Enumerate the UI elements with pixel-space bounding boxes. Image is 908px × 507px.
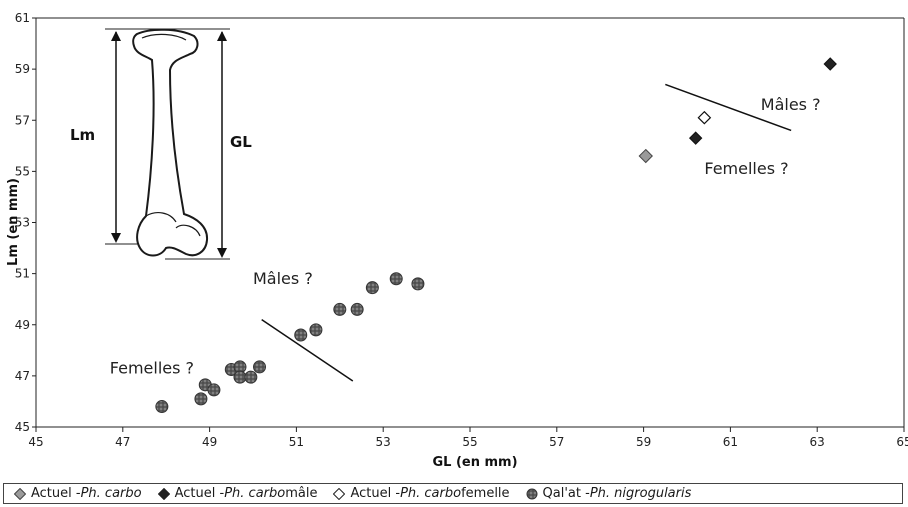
data-point-carbo-male [688,131,703,145]
data-point-carbo-male [823,57,837,71]
x-tick-label: 65 [896,435,908,449]
x-tick-label: 55 [462,435,477,449]
y-tick-label: 45 [15,420,30,434]
separator-line [665,83,792,132]
x-tick-label: 53 [376,435,391,449]
annotation-label: Mâles ? [761,95,821,114]
data-point-nigrogularis [253,360,267,374]
y-tick-label: 49 [15,318,30,332]
legend-label-prefix: Actuel - [174,486,225,501]
femur-illustration: Lm GL [70,28,252,260]
scatter-chart: 45 47 49 51 53 55 57 59 61 63 65 45 47 49 51 53 55 57 59 6… [6,11,908,470]
x-tick-label: 57 [549,435,564,449]
y-tick-label: 59 [15,62,30,76]
inset-label-gl: GL [230,133,252,151]
data-point-nigrogularis [244,370,258,384]
x-ticks: 45 47 49 51 53 55 57 59 61 63 65 [28,427,908,449]
annotation-label: Femelles ? [110,358,194,377]
data-point-nigrogularis [350,302,364,316]
separator-lines [261,83,792,382]
y-axis-label: Lm (en mm) [6,178,21,266]
x-tick-label: 49 [202,435,217,449]
diamond-white-icon [333,487,346,500]
data-point-nigrogularis [309,323,323,337]
x-tick-label: 47 [115,435,130,449]
data-point-carbo-female [697,110,712,125]
legend-label-prefix: Qal'at - [542,486,590,501]
legend-label-species: Ph. nigrogularis [589,486,692,501]
legend-item-nigrogularis: Qal'at - Ph. nigrogularis [526,486,692,501]
data-point-nigrogularis [207,383,221,397]
x-axis-label: GL (en mm) [432,455,517,470]
data-point-nigrogularis [389,272,403,286]
legend-label-species: Ph. carbo [80,486,142,501]
data-point-carbo [638,148,653,164]
x-tick-label: 61 [723,435,738,449]
y-tick-label: 47 [15,369,30,383]
data-point-nigrogularis [233,370,247,384]
data-point-nigrogularis [155,400,169,414]
legend-label-suffix: femelle [461,486,510,501]
y-tick-label: 57 [15,113,30,127]
y-tick-label: 61 [15,11,30,25]
data-point-nigrogularis [333,302,347,316]
y-tick-label: 51 [15,267,30,281]
y-tick-label: 55 [15,164,30,178]
x-tick-label: 51 [289,435,304,449]
annotation-label: Mâles ? [253,269,313,288]
x-tick-label: 59 [636,435,651,449]
legend-item-carbo: Actuel - Ph. carbo [14,486,142,501]
legend-item-carbo-female: Actuel - Ph. carbo femelle [333,486,510,501]
inset-label-lm: Lm [70,126,95,144]
legend-label-prefix: Actuel - [350,486,401,501]
legend-label-prefix: Actuel - [31,486,81,501]
separator-line [261,319,354,382]
chart-legend: Actuel - Ph. carbo Actuel - Ph. carbo mâ… [3,483,903,504]
data-point-nigrogularis [411,277,425,291]
data-point-nigrogularis [294,328,308,342]
circle-textured-icon [526,488,538,499]
legend-label-species: Ph. carbo [400,486,462,501]
legend-label-species: Ph. carbo [224,486,286,501]
legend-label-suffix: mâle [285,486,318,501]
y-tick-label: 53 [15,216,30,230]
annotations: Mâles ? Femelles ? Mâles ? Femelles ? [110,95,821,377]
x-tick-label: 45 [28,435,43,449]
annotation-label: Femelles ? [704,159,788,178]
data-point-nigrogularis [194,392,208,406]
data-point-nigrogularis [365,281,379,295]
legend-item-carbo-male: Actuel - Ph. carbo mâle [157,486,318,501]
data-points [155,57,837,414]
diamond-black-icon [157,487,170,500]
y-ticks: 45 47 49 51 53 55 57 59 61 [15,11,36,434]
diamond-gray-icon [14,487,26,500]
x-tick-label: 63 [810,435,825,449]
